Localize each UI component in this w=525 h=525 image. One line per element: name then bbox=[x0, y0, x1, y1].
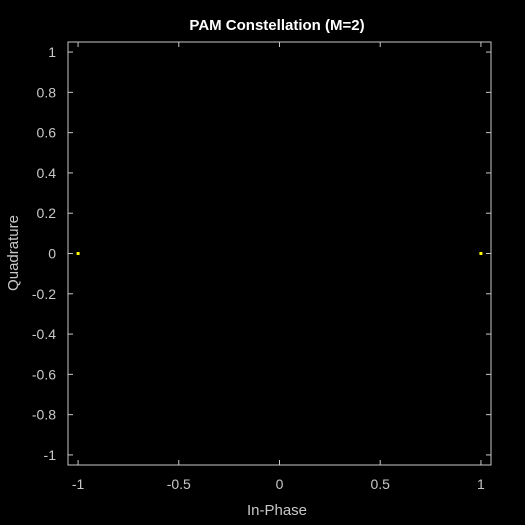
plot-frame bbox=[67, 41, 492, 466]
x-tick-label: -1 bbox=[72, 476, 85, 492]
x-tick-label: -0.5 bbox=[167, 476, 191, 492]
constellation-point bbox=[479, 252, 483, 255]
y-tick-label: 0.6 bbox=[37, 125, 57, 141]
chart-title: PAM Constellation (M=2) bbox=[189, 17, 364, 34]
y-tick-label: 0.8 bbox=[37, 84, 57, 100]
y-tick-label: -0.8 bbox=[32, 407, 56, 423]
y-tick-label: -0.4 bbox=[32, 326, 56, 342]
y-axis: 1 0.8 0.6 0.4 0.2 0 -0.2 -0.4 -0.6 -0.8 -1 bbox=[32, 44, 491, 463]
y-tick-label: 1 bbox=[48, 44, 56, 60]
y-tick-label: 0.2 bbox=[37, 205, 57, 221]
y-tick-label: -1 bbox=[44, 447, 57, 463]
y-tick-label: 0 bbox=[48, 246, 56, 262]
x-tick-label: 1 bbox=[477, 476, 485, 492]
x-tick-label: 0.5 bbox=[370, 476, 390, 492]
x-axis-label: In-Phase bbox=[247, 502, 307, 519]
x-axis: -1 -0.5 0 0.5 1 bbox=[72, 42, 485, 492]
y-tick-label: -0.2 bbox=[32, 286, 56, 302]
constellation-point bbox=[76, 252, 80, 255]
y-axis-label: Quadrature bbox=[5, 215, 22, 291]
y-tick-label: -0.6 bbox=[32, 366, 56, 382]
data-markers bbox=[76, 252, 483, 255]
x-tick-label: 0 bbox=[276, 476, 284, 492]
y-tick-label: 0.4 bbox=[37, 165, 57, 181]
